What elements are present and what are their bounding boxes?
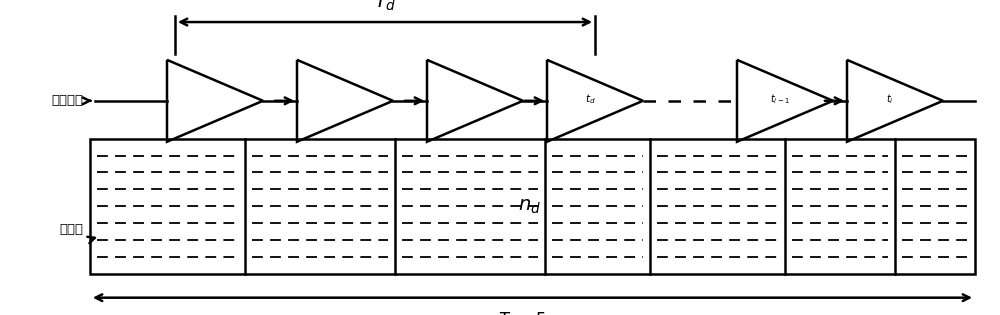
Bar <box>90 139 975 274</box>
Text: $T_\mathrm{s}=5\mathrm{ns}$: $T_\mathrm{s}=5\mathrm{ns}$ <box>498 310 567 315</box>
Text: 随机脉冲: 随机脉冲 <box>51 94 83 107</box>
Text: 跳变沿: 跳变沿 <box>59 223 83 237</box>
Text: $n_d$: $n_d$ <box>518 197 542 216</box>
Text: $t_d$: $t_d$ <box>585 92 596 106</box>
Text: $t_{i-1}$: $t_{i-1}$ <box>770 92 790 106</box>
Text: $T_d$: $T_d$ <box>374 0 396 13</box>
Text: $t_i$: $t_i$ <box>886 92 894 106</box>
